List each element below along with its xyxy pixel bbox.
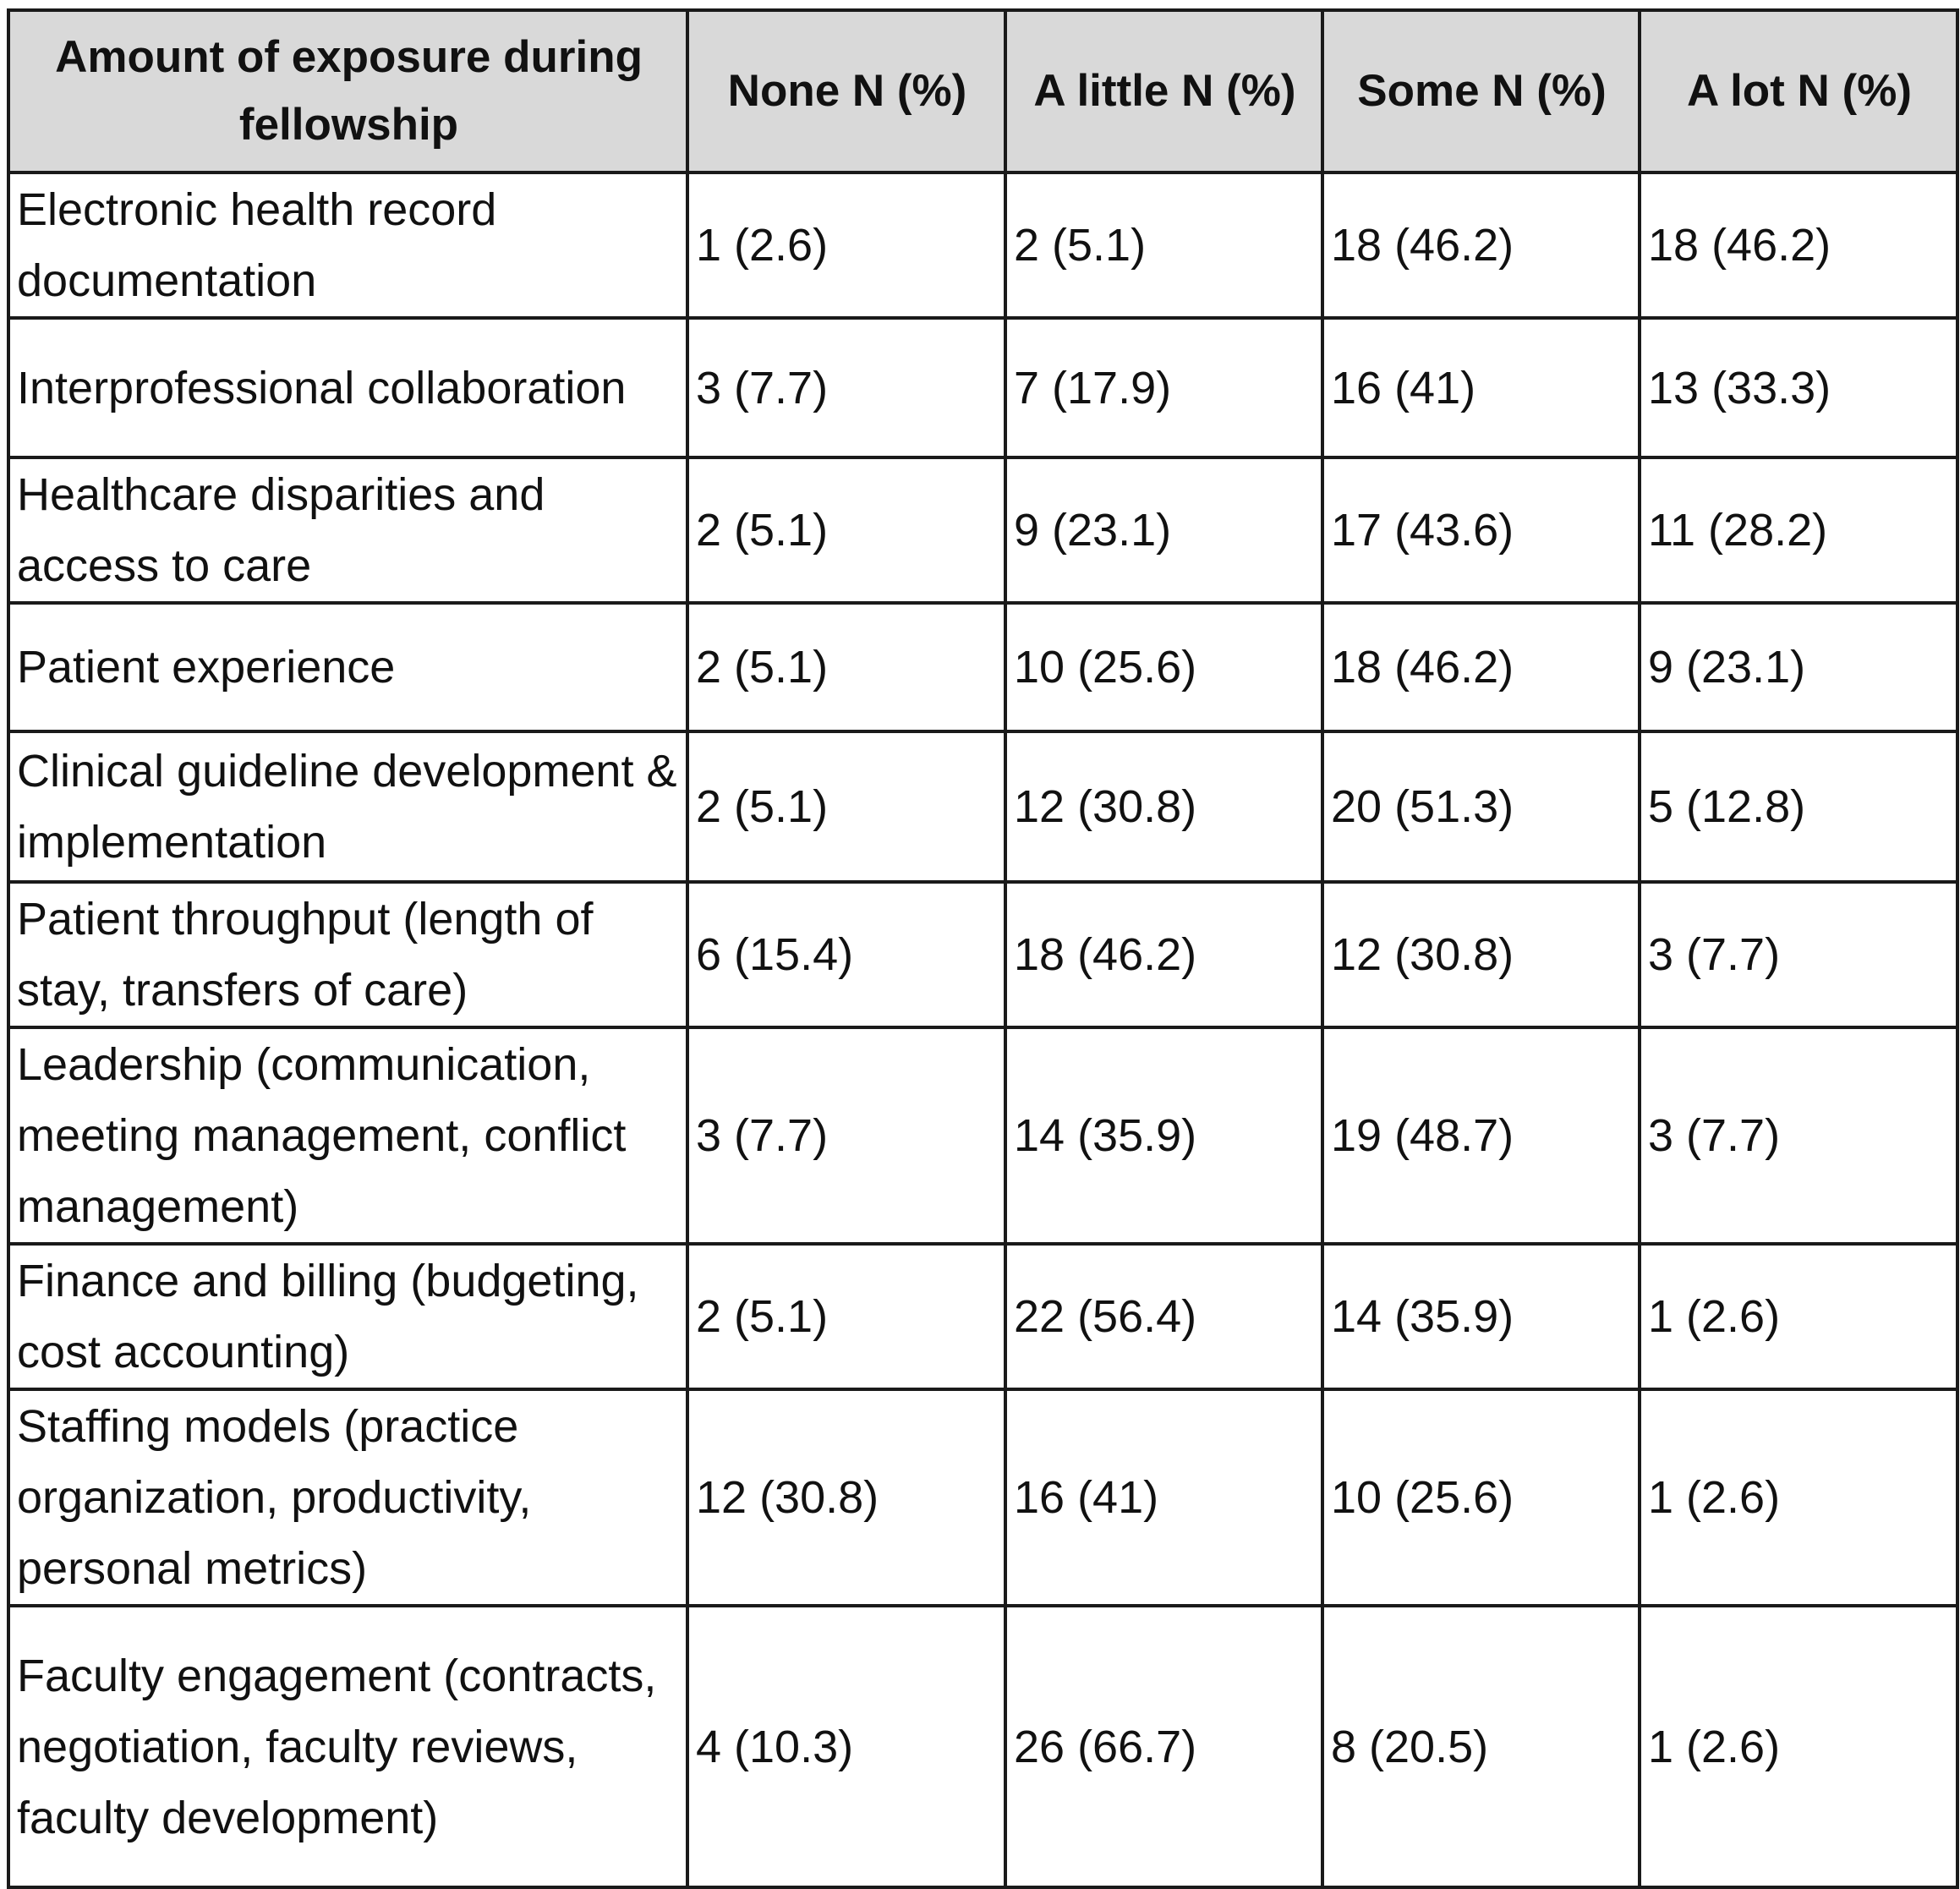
cell-a-lot: 13 (33.3): [1638, 316, 1959, 459]
cell-a-little: 10 (25.6): [1004, 601, 1324, 733]
cell-a-little: 14 (35.9): [1004, 1026, 1324, 1246]
cell-a-lot: 18 (46.2): [1638, 171, 1959, 320]
cell-a-lot: 11 (28.2): [1638, 456, 1959, 605]
cell-a-lot: 1 (2.6): [1638, 1604, 1959, 1889]
cell-a-lot: 3 (7.7): [1638, 1026, 1959, 1246]
row-topic: Electronic health record documentation: [7, 171, 689, 320]
cell-a-lot: 3 (7.7): [1638, 880, 1959, 1029]
cell-a-lot: 1 (2.6): [1638, 1242, 1959, 1391]
cell-some: 19 (48.7): [1321, 1026, 1641, 1246]
cell-some: 14 (35.9): [1321, 1242, 1641, 1391]
row-topic: Clinical guideline development & impleme…: [7, 730, 689, 884]
cell-a-little: 26 (66.7): [1004, 1604, 1324, 1889]
header-none: None N (%): [686, 8, 1007, 174]
cell-a-little: 2 (5.1): [1004, 171, 1324, 320]
table-row: Staffing models (practice organization, …: [7, 1388, 1959, 1607]
cell-some: 8 (20.5): [1321, 1604, 1641, 1889]
header-some: Some N (%): [1321, 8, 1641, 174]
exposure-table: Amount of exposure during fellowship Non…: [7, 8, 1959, 1889]
cell-a-little: 16 (41): [1004, 1388, 1324, 1607]
cell-none: 2 (5.1): [686, 1242, 1007, 1391]
row-topic: Patient throughput (length of stay, tran…: [7, 880, 689, 1029]
cell-some: 18 (46.2): [1321, 171, 1641, 320]
table-row: Interprofessional collaboration 3 (7.7) …: [7, 316, 1959, 459]
row-topic: Patient experience: [7, 601, 689, 733]
row-topic: Staffing models (practice organization, …: [7, 1388, 689, 1607]
cell-none: 1 (2.6): [686, 171, 1007, 320]
cell-a-little: 12 (30.8): [1004, 730, 1324, 884]
table-row: Finance and billing (budgeting, cost acc…: [7, 1242, 1959, 1391]
cell-some: 10 (25.6): [1321, 1388, 1641, 1607]
cell-some: 12 (30.8): [1321, 880, 1641, 1029]
cell-none: 4 (10.3): [686, 1604, 1007, 1889]
header-row: Amount of exposure during fellowship Non…: [7, 8, 1959, 174]
table-row: Patient experience 2 (5.1) 10 (25.6) 18 …: [7, 601, 1959, 733]
cell-a-little: 18 (46.2): [1004, 880, 1324, 1029]
header-topic: Amount of exposure during fellowship: [7, 8, 689, 174]
cell-a-lot: 5 (12.8): [1638, 730, 1959, 884]
header-a-little: A little N (%): [1004, 8, 1324, 174]
cell-none: 2 (5.1): [686, 601, 1007, 733]
cell-some: 20 (51.3): [1321, 730, 1641, 884]
table-row: Faculty engagement (contracts, negotiati…: [7, 1604, 1959, 1889]
cell-none: 2 (5.1): [686, 730, 1007, 884]
cell-a-lot: 9 (23.1): [1638, 601, 1959, 733]
cell-none: 2 (5.1): [686, 456, 1007, 605]
row-topic: Healthcare disparities and access to car…: [7, 456, 689, 605]
row-topic: Faculty engagement (contracts, negotiati…: [7, 1604, 689, 1889]
cell-some: 18 (46.2): [1321, 601, 1641, 733]
cell-a-little: 22 (56.4): [1004, 1242, 1324, 1391]
cell-a-lot: 1 (2.6): [1638, 1388, 1959, 1607]
cell-none: 12 (30.8): [686, 1388, 1007, 1607]
table-row: Electronic health record documentation 1…: [7, 171, 1959, 320]
table-row: Clinical guideline development & impleme…: [7, 730, 1959, 884]
table-row: Healthcare disparities and access to car…: [7, 456, 1959, 605]
table-row: Patient throughput (length of stay, tran…: [7, 880, 1959, 1029]
cell-a-little: 7 (17.9): [1004, 316, 1324, 459]
row-topic: Finance and billing (budgeting, cost acc…: [7, 1242, 689, 1391]
cell-none: 6 (15.4): [686, 880, 1007, 1029]
table-row: Leadership (communication, meeting manag…: [7, 1026, 1959, 1246]
row-topic: Interprofessional collaboration: [7, 316, 689, 459]
cell-some: 17 (43.6): [1321, 456, 1641, 605]
cell-some: 16 (41): [1321, 316, 1641, 459]
header-a-lot: A lot N (%): [1638, 8, 1959, 174]
row-topic: Leadership (communication, meeting manag…: [7, 1026, 689, 1246]
cell-none: 3 (7.7): [686, 1026, 1007, 1246]
cell-none: 3 (7.7): [686, 316, 1007, 459]
cell-a-little: 9 (23.1): [1004, 456, 1324, 605]
